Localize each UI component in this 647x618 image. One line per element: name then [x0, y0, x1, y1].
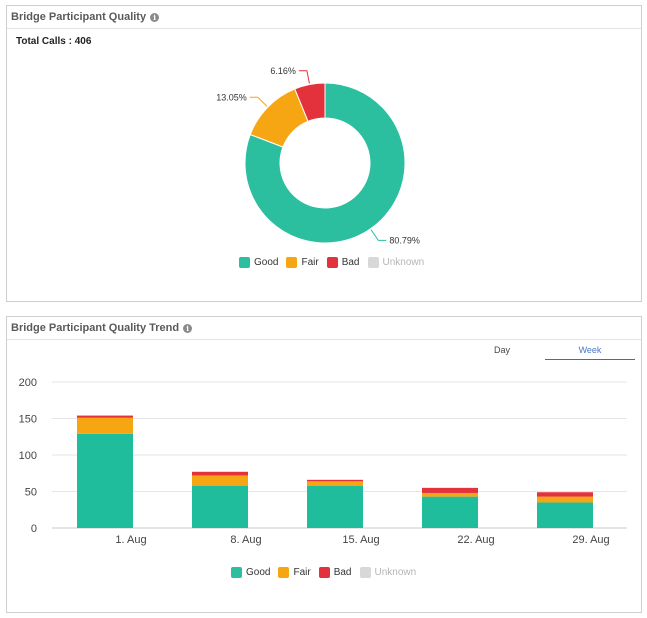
bar-segment-good[interactable] — [307, 485, 363, 528]
info-icon[interactable]: i — [150, 12, 160, 22]
legend-label: Unknown — [374, 567, 417, 578]
x-tick-label: 15. Aug — [342, 534, 379, 546]
legend-swatch — [286, 257, 298, 268]
bar-segment-good[interactable] — [422, 496, 478, 528]
tab-week[interactable]: Week — [545, 345, 635, 360]
bar-segment-fair[interactable] — [307, 481, 363, 486]
legend-label: Good — [254, 257, 279, 268]
donut-slice-bad[interactable] — [294, 82, 326, 122]
quality-panel: Bridge Participant Quality i Total Calls… — [6, 5, 642, 302]
bar-segment-good[interactable] — [537, 502, 593, 528]
quality-panel-header: Bridge Participant Quality i — [7, 6, 641, 29]
legend-swatch — [326, 257, 338, 268]
bar-segment-bad[interactable] — [77, 415, 133, 418]
total-calls: Total Calls : 406 — [16, 36, 92, 47]
x-tick-label: 8. Aug — [230, 534, 261, 546]
trend-panel: Bridge Participant Quality Trend i Day W… — [6, 316, 642, 613]
bar-segment-bad[interactable] — [422, 487, 478, 493]
legend-item-fair[interactable]: Fair — [278, 567, 311, 578]
y-tick-label: 100 — [19, 450, 37, 462]
bar-segment-fair[interactable] — [77, 417, 133, 434]
info-icon[interactable]: i — [183, 323, 193, 333]
slice-label: 80.79% — [389, 235, 420, 245]
slice-connector — [298, 70, 310, 84]
legend-swatch — [278, 567, 290, 578]
x-tick-label: 22. Aug — [457, 534, 494, 546]
x-tick-label: 1. Aug — [115, 534, 146, 546]
bar-segment-bad[interactable] — [192, 471, 248, 476]
legend-swatch — [359, 567, 371, 578]
slice-connector — [249, 96, 268, 107]
y-tick-label: 200 — [19, 377, 37, 389]
legend-label: Unknown — [382, 257, 425, 268]
panel-title: Bridge Participant Quality — [11, 11, 147, 23]
bar-segment-bad[interactable] — [307, 479, 363, 482]
legend-label: Fair — [293, 567, 311, 578]
legend-item-fair[interactable]: Fair — [286, 257, 319, 268]
y-tick-label: 0 — [31, 523, 37, 535]
donut-legend: Good Fair Bad Unknown — [239, 257, 432, 268]
panel-title: Bridge Participant Quality Trend — [11, 322, 180, 334]
bar-segment-fair[interactable] — [192, 475, 248, 486]
slice-connector — [370, 229, 387, 241]
legend-item-good[interactable]: Good — [231, 567, 270, 578]
legend-item-unknown[interactable]: Unknown — [367, 257, 425, 268]
legend-label: Bad — [333, 567, 352, 578]
legend-item-bad[interactable]: Bad — [318, 567, 352, 578]
donut-chart: 80.79% 13.05% 6.16% — [216, 66, 420, 246]
legend-item-unknown[interactable]: Unknown — [359, 567, 417, 578]
bar-segment-good[interactable] — [77, 433, 133, 528]
legend-swatch — [318, 567, 330, 578]
bar-segment-bad[interactable] — [537, 492, 593, 497]
legend-item-good[interactable]: Good — [239, 257, 278, 268]
y-tick-label: 150 — [19, 414, 37, 426]
trend-panel-header: Bridge Participant Quality Trend i — [7, 317, 641, 340]
slice-label: 13.05% — [216, 92, 247, 102]
legend-swatch — [231, 567, 242, 578]
legend-label: Good — [246, 567, 271, 578]
tab-week-underline — [545, 359, 635, 360]
bar-chart: 0 50 100 150 200 1. Aug 8. Aug 15. Aug 22. Aug 29… — [19, 377, 627, 546]
bar-segment-good[interactable] — [192, 485, 248, 528]
x-tick-label: 29. Aug — [572, 534, 609, 546]
bar-legend: Good Fair Bad Unknown — [231, 567, 424, 578]
bar-segment-fair[interactable] — [422, 492, 478, 497]
slice-label: 6.16% — [270, 66, 296, 76]
tab-day[interactable]: Day — [477, 345, 527, 355]
legend-label: Bad — [341, 257, 360, 268]
legend-swatch — [239, 257, 250, 268]
legend-label: Fair — [301, 257, 319, 268]
y-tick-label: 50 — [25, 487, 37, 499]
donut-slice-good[interactable] — [244, 82, 406, 244]
bar-segment-fair[interactable] — [537, 496, 593, 503]
legend-swatch — [367, 257, 379, 268]
tab-week-label: Week — [578, 345, 602, 355]
legend-item-bad[interactable]: Bad — [326, 257, 360, 268]
tab-day-label: Day — [493, 345, 510, 355]
